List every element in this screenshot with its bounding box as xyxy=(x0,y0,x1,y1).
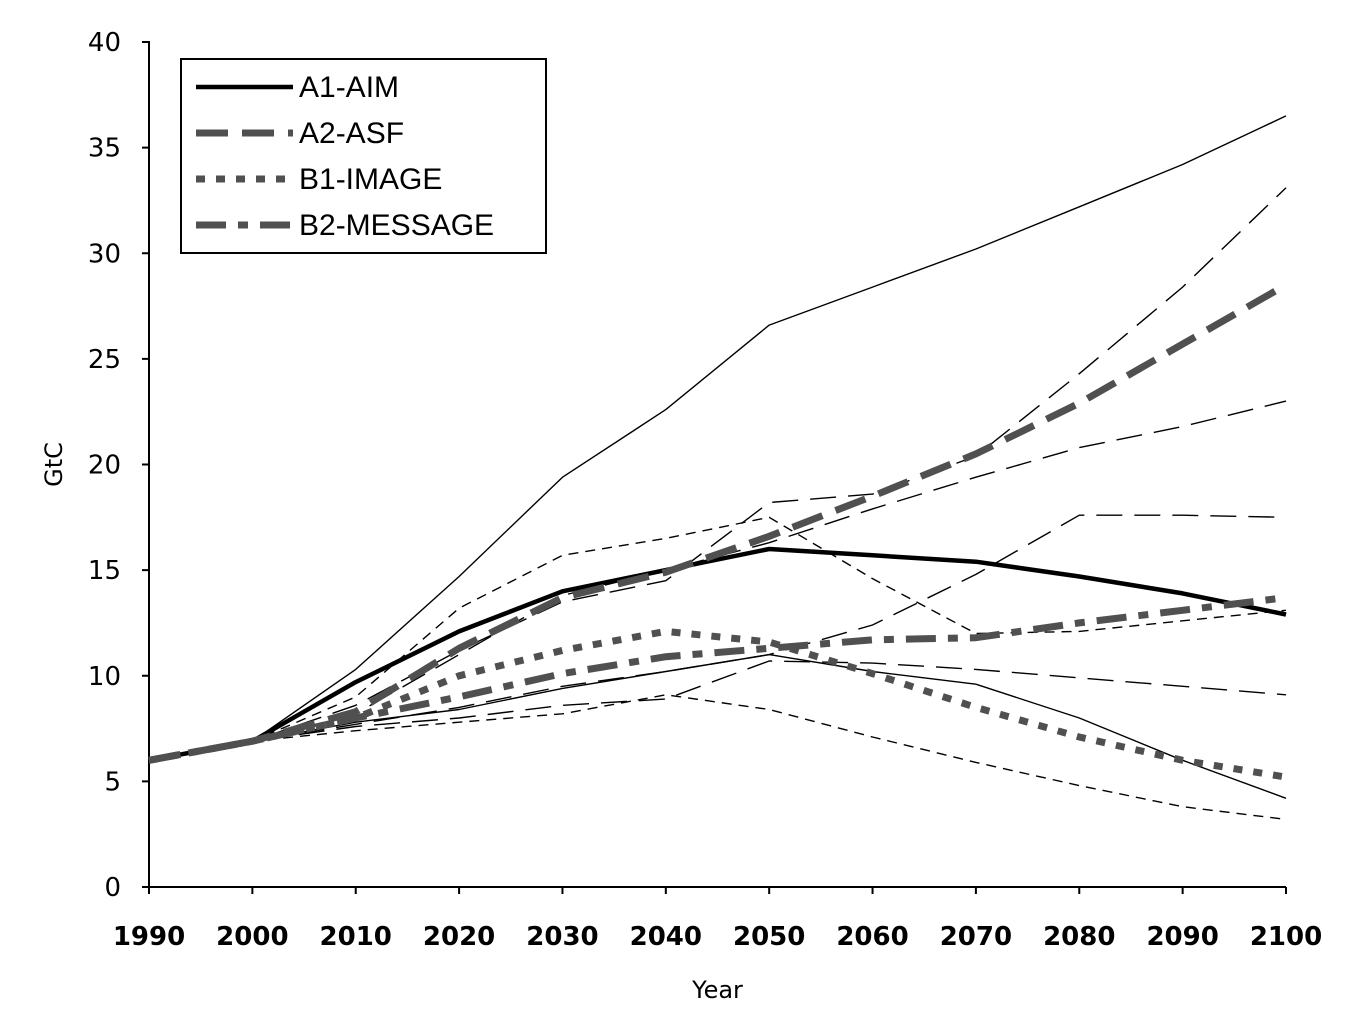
y-tick-label: 0 xyxy=(104,873,121,903)
legend-label: B2-MESSAGE xyxy=(299,209,494,242)
y-tick-label: 30 xyxy=(88,239,121,269)
y-tick-label: 25 xyxy=(88,345,121,375)
x-tick-label: 1990 xyxy=(113,922,185,952)
series-line-b2-message xyxy=(148,594,1287,764)
x-tick-label: 2040 xyxy=(630,922,702,952)
x-tick-label: 2070 xyxy=(940,922,1012,952)
y-ticks: 0 5 10 15 20 25 30 35 40 xyxy=(88,28,149,903)
x-tick-label: 2050 xyxy=(733,922,805,952)
series-line-a2-asf xyxy=(148,281,1288,764)
series-line-scenario xyxy=(148,660,1287,761)
series-line-scenario xyxy=(148,516,1287,761)
series-line-scenario xyxy=(148,187,1287,761)
x-tick-label: 2060 xyxy=(836,922,908,952)
y-tick-label: 5 xyxy=(104,767,121,797)
series-line-scenario xyxy=(148,694,1287,821)
x-tick-label: 2080 xyxy=(1043,922,1115,952)
y-tick-label: 20 xyxy=(88,451,121,481)
x-tick-label: 2090 xyxy=(1146,922,1218,952)
y-tick-label: 40 xyxy=(88,28,121,58)
legend-label: A1-AIM xyxy=(299,71,399,104)
y-tick-label: 35 xyxy=(88,134,121,164)
x-axis-title: Year xyxy=(691,976,743,1004)
series-lines xyxy=(148,115,1288,821)
legend-label: B1-IMAGE xyxy=(299,163,442,196)
series-line-b1-image xyxy=(148,627,1287,781)
y-tick-label: 10 xyxy=(88,662,121,692)
y-tick-label: 15 xyxy=(88,556,121,586)
legend: A1-AIM A2-ASF B1-IMAGE B2-MESSAGE xyxy=(180,58,547,254)
x-tick-label: 2100 xyxy=(1250,922,1322,952)
x-tick-label: 2020 xyxy=(423,922,495,952)
legend-box xyxy=(180,58,547,254)
x-tick-label: 2000 xyxy=(216,922,288,952)
series-line-a1-aim xyxy=(148,546,1287,763)
series-line-scenario xyxy=(148,115,1287,761)
x-tick-label: 2010 xyxy=(320,922,392,952)
legend-label: A2-ASF xyxy=(299,117,404,150)
x-tick-label: 2030 xyxy=(526,922,598,952)
x-ticks: 1990 2000 2010 2020 2030 2040 2050 2060 2070 2080… xyxy=(113,887,1322,952)
y-axis-title: GtC xyxy=(40,442,68,487)
